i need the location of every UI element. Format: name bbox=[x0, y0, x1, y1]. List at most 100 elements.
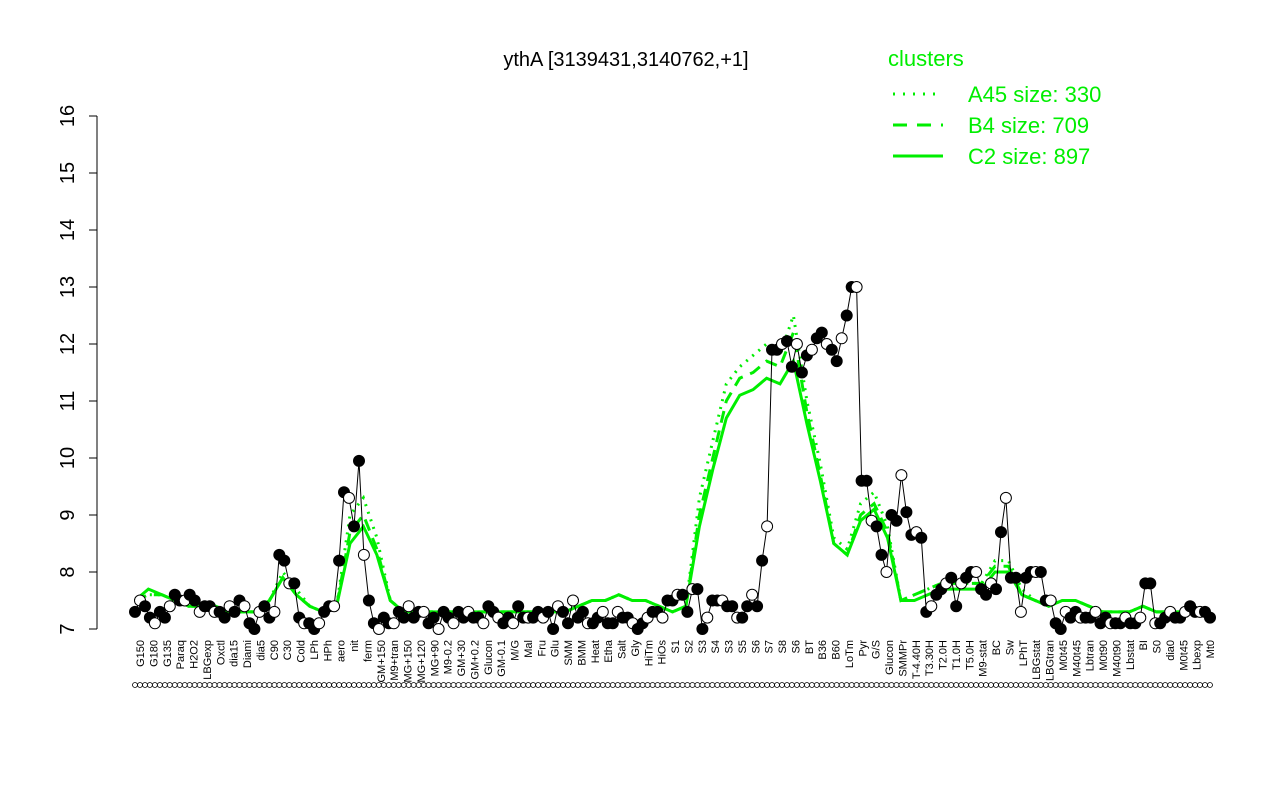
rug-mark bbox=[968, 682, 974, 688]
rug-mark bbox=[848, 682, 855, 688]
rug-mark bbox=[316, 682, 323, 688]
data-point bbox=[840, 309, 853, 322]
data-point bbox=[1204, 611, 1216, 624]
y-tick-label: 8 bbox=[57, 566, 79, 577]
x-tick-label: GM+150 bbox=[376, 640, 388, 683]
data-point bbox=[790, 338, 803, 350]
x-tick-label: G135 bbox=[162, 640, 174, 667]
rug-mark bbox=[206, 682, 213, 688]
x-tick-label: B36 bbox=[817, 640, 829, 660]
data-point bbox=[915, 531, 928, 544]
x-tick-label: ferm bbox=[362, 640, 374, 662]
rug-mark bbox=[1008, 682, 1014, 688]
rug-mark bbox=[500, 682, 507, 688]
rug-mark bbox=[510, 682, 517, 688]
data-point bbox=[372, 623, 385, 635]
rug-mark bbox=[749, 682, 755, 688]
rug-mark bbox=[843, 682, 850, 688]
x-tick-label: Paraq bbox=[175, 640, 187, 669]
rug-mark bbox=[938, 682, 945, 688]
rug-mark bbox=[714, 682, 721, 688]
rug-mark bbox=[435, 682, 442, 688]
data-point bbox=[447, 617, 460, 630]
rug-mark bbox=[1027, 682, 1034, 688]
rug-mark bbox=[684, 682, 691, 688]
x-tick-label: S4 bbox=[710, 640, 722, 653]
data-point bbox=[547, 623, 560, 635]
rug-mark bbox=[1072, 682, 1079, 688]
x-tick-label: G180 bbox=[148, 640, 160, 667]
rug-mark bbox=[346, 682, 352, 688]
rug-mark bbox=[744, 682, 751, 688]
rug-mark bbox=[609, 682, 616, 688]
rug-mark bbox=[540, 682, 546, 688]
rug-mark bbox=[933, 682, 940, 688]
rug-mark bbox=[868, 682, 875, 688]
rug-mark bbox=[809, 682, 815, 688]
x-tick-label: T1.0H bbox=[951, 640, 963, 670]
x-tick-label: G/S bbox=[871, 640, 883, 659]
data-point bbox=[895, 469, 908, 482]
rug-mark bbox=[1092, 682, 1099, 688]
x-tick-label: dia5 bbox=[255, 640, 267, 661]
data-point bbox=[1144, 577, 1157, 590]
legend-label: C2 size: 897 bbox=[968, 144, 1090, 169]
data-point bbox=[925, 600, 938, 613]
data-point bbox=[1044, 594, 1057, 607]
rug-mark bbox=[565, 682, 571, 688]
data-point bbox=[238, 600, 251, 613]
rug-mark bbox=[146, 682, 153, 688]
rug-mark bbox=[1132, 682, 1139, 688]
data-point bbox=[815, 326, 828, 339]
x-tick-label: BI bbox=[1138, 640, 1150, 650]
x-tick-label: HiOs bbox=[657, 640, 669, 665]
data-point bbox=[830, 355, 843, 368]
rug-mark bbox=[535, 682, 541, 688]
rug-mark bbox=[1082, 682, 1089, 688]
rug-mark bbox=[1182, 682, 1188, 688]
rug-mark bbox=[470, 682, 477, 688]
x-tick-label: S7 bbox=[764, 640, 776, 653]
rug-mark bbox=[246, 682, 253, 688]
data-point bbox=[268, 605, 281, 618]
rug-mark bbox=[709, 682, 716, 688]
rug-mark bbox=[903, 682, 910, 688]
rug-mark bbox=[480, 682, 487, 688]
rug-mark bbox=[370, 682, 377, 688]
rug-mark bbox=[515, 682, 522, 688]
rug-mark bbox=[560, 682, 566, 688]
rug-mark bbox=[440, 682, 447, 688]
rug-mark bbox=[1157, 682, 1164, 688]
y-tick-label: 15 bbox=[57, 162, 79, 184]
data-point bbox=[1054, 623, 1067, 635]
rug-mark bbox=[1052, 682, 1059, 688]
x-tick-label: M0t90 bbox=[1098, 640, 1110, 671]
data-point bbox=[557, 605, 569, 618]
rug-mark bbox=[973, 682, 979, 688]
x-tick-label: Glucon bbox=[884, 640, 896, 675]
rug-mark bbox=[913, 682, 920, 688]
rug-mark bbox=[430, 682, 437, 688]
data-point bbox=[980, 588, 992, 601]
data-point bbox=[387, 617, 400, 630]
x-tick-label: aero bbox=[336, 640, 348, 662]
rug-mark bbox=[1192, 682, 1198, 688]
legend-title: clusters bbox=[888, 46, 964, 71]
rug-mark bbox=[918, 682, 925, 688]
rug-mark bbox=[1162, 682, 1169, 688]
data-point bbox=[188, 594, 201, 607]
data-point bbox=[596, 605, 609, 618]
rug-mark bbox=[570, 682, 576, 688]
x-tick-label: Etha bbox=[603, 639, 615, 663]
rug-mark bbox=[639, 682, 646, 688]
data-point bbox=[353, 454, 365, 467]
rug-mark bbox=[998, 682, 1004, 688]
x-tick-label: GM-0.1 bbox=[496, 640, 508, 677]
data-point bbox=[696, 623, 709, 635]
rug-mark bbox=[575, 682, 581, 688]
data-point bbox=[870, 520, 883, 533]
rug-mark bbox=[251, 682, 258, 688]
rug-mark bbox=[799, 682, 805, 688]
data-point bbox=[781, 335, 793, 348]
rug-mark bbox=[1003, 682, 1009, 688]
